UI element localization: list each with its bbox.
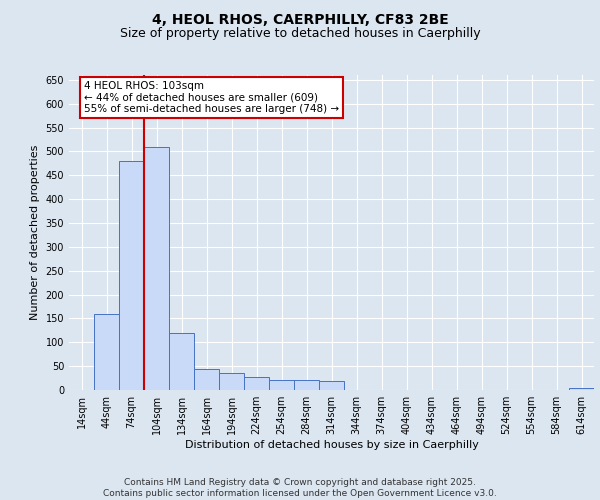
Bar xyxy=(144,146,169,390)
X-axis label: Distribution of detached houses by size in Caerphilly: Distribution of detached houses by size … xyxy=(185,440,478,450)
Y-axis label: Number of detached properties: Number of detached properties xyxy=(30,145,40,320)
Bar xyxy=(119,161,144,390)
Bar xyxy=(269,380,294,390)
Bar xyxy=(569,388,594,390)
Text: 4, HEOL RHOS, CAERPHILLY, CF83 2BE: 4, HEOL RHOS, CAERPHILLY, CF83 2BE xyxy=(152,12,448,26)
Bar xyxy=(94,314,119,390)
Bar xyxy=(169,332,194,390)
Bar xyxy=(219,374,244,390)
Text: 4 HEOL RHOS: 103sqm
← 44% of detached houses are smaller (609)
55% of semi-detac: 4 HEOL RHOS: 103sqm ← 44% of detached ho… xyxy=(84,80,339,114)
Bar xyxy=(244,376,269,390)
Text: Size of property relative to detached houses in Caerphilly: Size of property relative to detached ho… xyxy=(119,28,481,40)
Bar xyxy=(194,368,219,390)
Bar xyxy=(319,382,344,390)
Bar xyxy=(294,380,319,390)
Text: Contains HM Land Registry data © Crown copyright and database right 2025.
Contai: Contains HM Land Registry data © Crown c… xyxy=(103,478,497,498)
